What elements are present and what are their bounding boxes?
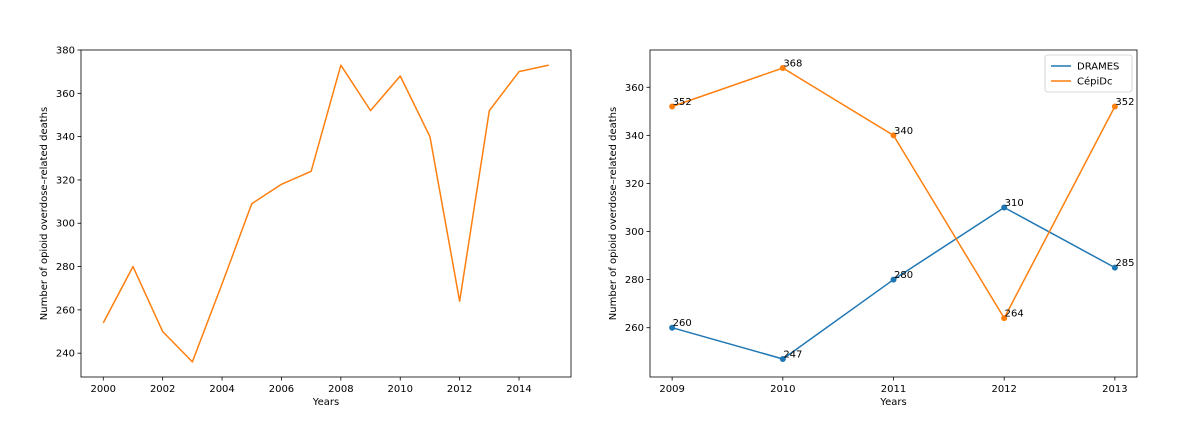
y-axis-label: Number of opioid overdose–related deaths bbox=[608, 107, 619, 320]
x-tick-label: 2000 bbox=[91, 384, 116, 395]
y-tick-label: 260 bbox=[625, 323, 644, 334]
data-label: 264 bbox=[1005, 309, 1024, 320]
y-tick-label: 360 bbox=[625, 83, 644, 94]
series-line-drames bbox=[671, 206, 1116, 360]
data-point bbox=[779, 65, 786, 72]
x-tick-label: 2006 bbox=[269, 384, 294, 395]
legend-label: DRAMES bbox=[1077, 62, 1119, 73]
axes-frame bbox=[80, 49, 572, 378]
x-tick-label: 2012 bbox=[991, 384, 1016, 395]
series-line-0 bbox=[102, 64, 549, 363]
data-label: 280 bbox=[894, 270, 913, 281]
data-label: 247 bbox=[783, 349, 802, 360]
x-tick-label: 2013 bbox=[1102, 384, 1127, 395]
x-tick-label: 2008 bbox=[328, 384, 353, 395]
x-axis-label: Years bbox=[312, 397, 339, 408]
data-point bbox=[1111, 103, 1118, 110]
x-axis-label: Years bbox=[879, 397, 906, 408]
data-point bbox=[669, 324, 676, 331]
legend-box bbox=[1044, 54, 1133, 93]
data-label: 352 bbox=[1115, 97, 1134, 108]
axes-frame bbox=[649, 49, 1138, 378]
data-label: 285 bbox=[1115, 258, 1134, 269]
data-point bbox=[669, 103, 676, 110]
y-tick-label: 260 bbox=[56, 305, 75, 316]
y-tick-label: 320 bbox=[56, 175, 75, 186]
x-tick-label: 2014 bbox=[506, 384, 531, 395]
y-tick-label: 300 bbox=[625, 227, 644, 238]
y-tick-label: 340 bbox=[56, 132, 75, 143]
data-label: 352 bbox=[673, 97, 692, 108]
x-tick-label: 2002 bbox=[150, 384, 175, 395]
x-tick-label: 2010 bbox=[770, 384, 795, 395]
x-tick-label: 2012 bbox=[447, 384, 472, 395]
y-axis-label: Number of opioid overdose–related deaths bbox=[39, 107, 50, 320]
data-point bbox=[779, 355, 786, 362]
data-point bbox=[1111, 264, 1118, 271]
x-tick-label: 2011 bbox=[881, 384, 906, 395]
data-label: 260 bbox=[673, 318, 692, 329]
y-tick-label: 280 bbox=[625, 275, 644, 286]
y-tick-label: 240 bbox=[56, 349, 75, 360]
data-label: 368 bbox=[783, 59, 802, 70]
y-tick-label: 340 bbox=[625, 131, 644, 142]
chart-right: 2009 2010 2011 2012 2013 260 280 300 320 340 360 Ye… bbox=[608, 49, 1138, 408]
chart-left: 2000 2002 2004 2006 2008 2010 2012 2014 240 260 28… bbox=[39, 46, 572, 408]
x-tick-label: 2010 bbox=[388, 384, 413, 395]
y-tick-label: 280 bbox=[56, 262, 75, 273]
data-point bbox=[1001, 315, 1008, 322]
y-tick-label: 360 bbox=[56, 89, 75, 100]
x-tick-label: 2009 bbox=[659, 384, 684, 395]
y-tick-label: 300 bbox=[56, 219, 75, 230]
data-point bbox=[890, 132, 897, 139]
y-tick-label: 380 bbox=[56, 46, 75, 57]
data-label: 310 bbox=[1005, 198, 1024, 209]
x-tick-label: 2004 bbox=[209, 384, 234, 395]
data-point bbox=[1001, 204, 1008, 211]
y-tick-label: 320 bbox=[625, 179, 644, 190]
data-point bbox=[890, 276, 897, 283]
data-label: 340 bbox=[894, 126, 913, 137]
legend-label: CépiDc bbox=[1077, 76, 1112, 88]
